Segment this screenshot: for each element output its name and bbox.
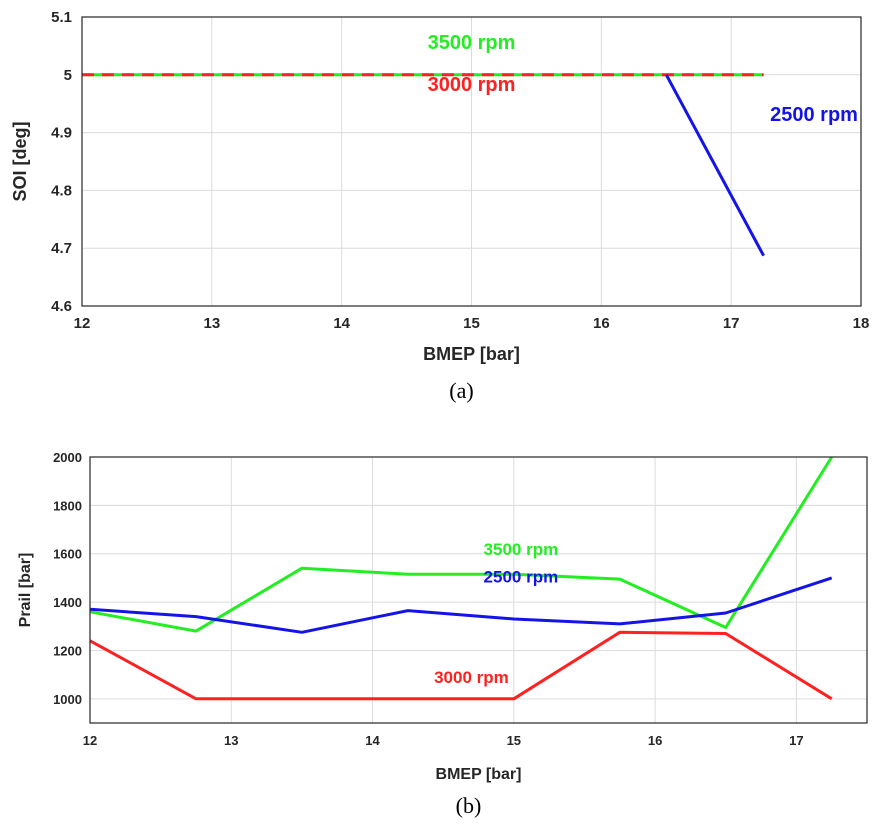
panel-a-x-tick-label: 16 [593,315,610,332]
panel-b-y-tick-label: 1800 [53,498,82,513]
panel-a-x-axis-label: BMEP [bar] [423,344,520,364]
panel-b-annotation-3500-rpm: 3500 rpm [484,540,559,559]
panel-a-y-axis-label: SOI [deg] [10,122,30,202]
panel-a-x-tick-label: 17 [723,315,740,332]
panel-b-x-tick-label: 14 [365,733,380,748]
panel-a-y-tick-label: 5 [64,67,72,84]
panel-b-y-tick-label: 1400 [53,595,82,610]
panel-b-y-tick-label: 2000 [53,450,82,465]
panel-a-axes-frame [81,16,862,307]
panel-b-prail-chart: 12 13 14 15 16 17 1000 1200 1400 1600 1800 2000 3500… [17,450,868,818]
panel-a-x-tick-label: 18 [853,315,870,332]
panel-b-x-tick-label: 12 [83,733,97,748]
panel-b-y-tick-label: 1000 [53,692,82,707]
panel-a-y-tick-label: 4.6 [51,298,72,315]
panel-a-annotation-3500-rpm: 3500 rpm [428,32,516,54]
panel-a-series-2500-rpm [664,74,765,257]
panel-b-annotation-2500-rpm: 2500 rpm [484,568,559,587]
panel-b-series-2500-rpm [89,576,833,634]
panel-a-x-tick-label: 14 [333,315,350,332]
panel-b-annotation-3000-rpm: 3000 rpm [434,668,509,687]
panel-b-x-tick-label: 15 [507,733,521,748]
panel-b-caption: (b) [456,793,482,818]
panel-a-y-tick-label: 4.7 [51,240,72,257]
panel-b-axes-frame [89,456,868,724]
panel-b-x-tick-label: 13 [224,733,238,748]
panel-a-annotation-2500-rpm: 2500 rpm [770,104,858,126]
panel-b-x-axis-label: BMEP [bar] [436,766,522,783]
panel-a-y-tick-label: 4.9 [51,125,72,142]
panel-b-x-tick-label: 16 [648,733,662,748]
panel-b-y-tick-label: 1600 [53,547,82,562]
panel-b-y-axis-label: Prail [bar] [17,553,34,628]
panel-a-annotation-3000-rpm: 3000 rpm [428,74,516,96]
panel-a-x-tick-label: 12 [74,315,91,332]
panel-a-caption: (a) [449,378,473,403]
panel-b-plot-area [90,457,867,723]
panel-a-y-tick-label: 5.1 [51,9,72,26]
panel-a-soi-chart: 12 13 14 15 16 17 18 4.6 4.7 4.8 4.9 5 5.1 3500 rpm 30… [10,9,869,403]
panel-a-x-tick-label: 13 [203,315,220,332]
panel-a-x-tick-label: 15 [463,315,480,332]
panel-b-x-tick-label: 17 [789,733,803,748]
panel-b-y-tick-label: 1200 [53,643,82,658]
panel-b-series-3000-rpm [89,630,833,701]
panel-a-y-tick-label: 4.8 [51,182,72,199]
